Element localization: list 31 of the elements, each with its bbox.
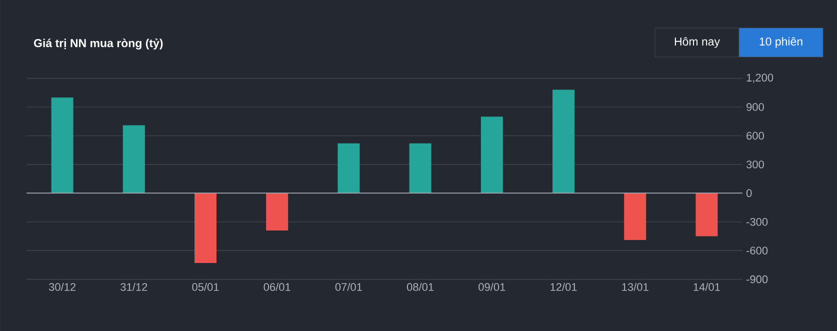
y-tick-label: -300 [746, 218, 768, 226]
bar [696, 193, 718, 236]
bar [480, 116, 503, 194]
bar [194, 193, 217, 264]
text: Hôm nay [674, 37, 720, 48]
bar [122, 125, 145, 194]
x-tick-label: 07/01 [335, 282, 362, 291]
y-tick-label: -600 [746, 246, 768, 254]
text: 10 phiên [760, 37, 802, 48]
x-tick-label: 13/01 [622, 282, 648, 291]
y-tick-label: 900 [746, 103, 764, 111]
y-tick-label: 600 [746, 132, 764, 140]
x-tick-label: 05/01 [192, 282, 219, 291]
x-tick-label: 31/12 [120, 282, 148, 291]
y-tick-label: -900 [746, 275, 768, 284]
x-tick-label: 30/12 [48, 282, 76, 291]
x-tick-label: 06/01 [264, 282, 290, 291]
x-tick-label: 14/01 [694, 282, 720, 291]
x-tick-label: 12/01 [550, 282, 577, 291]
y-tick-label: 1,200 [746, 74, 774, 83]
bar [624, 193, 646, 240]
bar [552, 90, 574, 194]
y-tick-label: 0 [746, 189, 752, 198]
x-tick-label: 08/01 [406, 282, 434, 291]
bar [338, 143, 360, 194]
x-tick-label: 09/01 [478, 282, 506, 291]
bar [266, 193, 288, 230]
y-tick-label: 300 [746, 160, 764, 168]
chart-title: Giá trị NN mua ròng (tỷ) [34, 38, 163, 50]
bar [409, 143, 432, 194]
bar [51, 97, 74, 194]
